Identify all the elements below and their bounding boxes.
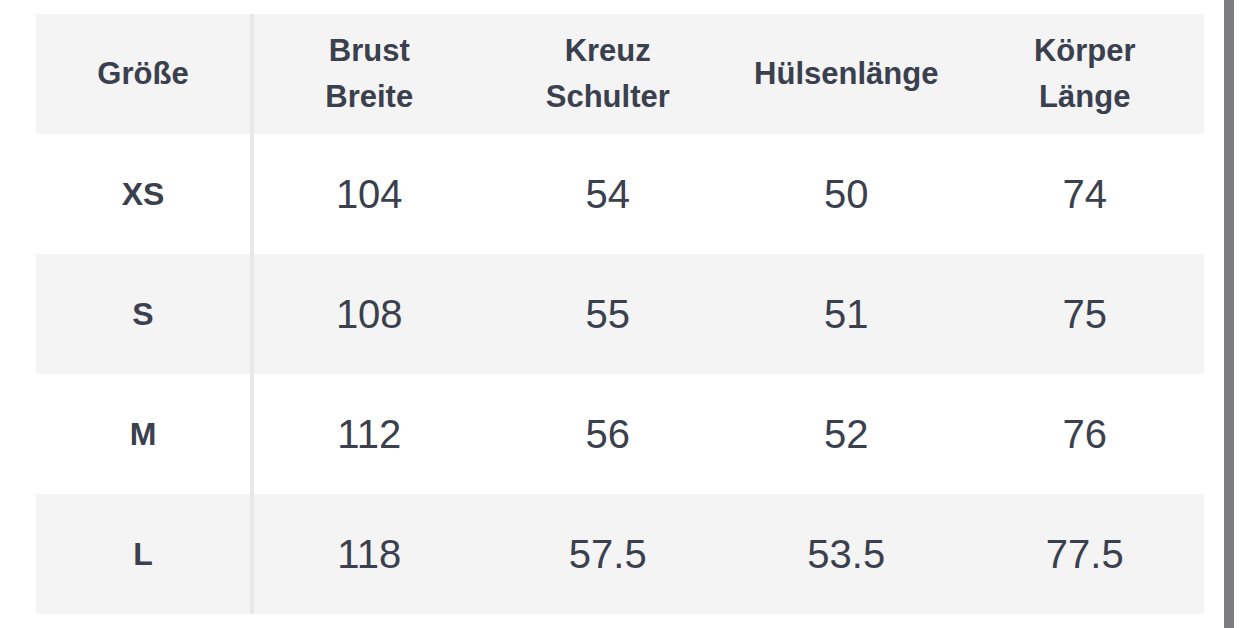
value-cell: 76 (966, 374, 1205, 494)
value-cell: 50 (727, 134, 966, 254)
column-divider (250, 14, 254, 614)
value-cell: 53.5 (727, 494, 966, 614)
value-cell: 118 (250, 494, 489, 614)
table-row-m: M 112 56 52 76 (36, 374, 1204, 494)
size-label: S (36, 254, 250, 374)
header-cell-huelsenlaenge: Hülsenlänge (727, 14, 966, 134)
header-label: Größe (97, 51, 188, 97)
header-cell-koerper-laenge: Körper Länge (966, 14, 1205, 134)
value-cell: 74 (966, 134, 1205, 254)
header-cell-kreuz-schulter: Kreuz Schulter (489, 14, 728, 134)
header-label-line: Brust (329, 28, 410, 74)
value-cell: 75 (966, 254, 1205, 374)
page-root: Größe Brust Breite Kreuz Schulter Hülsen… (0, 0, 1242, 628)
table-row-xs: XS 104 54 50 74 (36, 134, 1204, 254)
table-header-row: Größe Brust Breite Kreuz Schulter Hülsen… (36, 14, 1204, 134)
value-cell: 57.5 (489, 494, 728, 614)
value-cell: 77.5 (966, 494, 1205, 614)
value-cell: 55 (489, 254, 728, 374)
header-cell-brust-breite: Brust Breite (250, 14, 489, 134)
value-cell: 104 (250, 134, 489, 254)
header-label-line: Schulter (546, 74, 670, 120)
vertical-scrollbar[interactable] (1224, 0, 1234, 628)
size-label: M (36, 374, 250, 494)
header-label-line: Länge (1039, 74, 1130, 120)
size-label: XS (36, 134, 250, 254)
header-cell-groesse: Größe (36, 14, 250, 134)
table-row-l: L 118 57.5 53.5 77.5 (36, 494, 1204, 614)
size-chart-table: Größe Brust Breite Kreuz Schulter Hülsen… (36, 14, 1204, 614)
header-label-line: Körper (1034, 28, 1136, 74)
value-cell: 112 (250, 374, 489, 494)
size-label: L (36, 494, 250, 614)
header-label-line: Kreuz (565, 28, 651, 74)
value-cell: 51 (727, 254, 966, 374)
value-cell: 54 (489, 134, 728, 254)
value-cell: 108 (250, 254, 489, 374)
value-cell: 56 (489, 374, 728, 494)
header-label-line: Breite (325, 74, 413, 120)
value-cell: 52 (727, 374, 966, 494)
header-label-line: Hülsenlänge (754, 51, 938, 97)
table-row-s: S 108 55 51 75 (36, 254, 1204, 374)
